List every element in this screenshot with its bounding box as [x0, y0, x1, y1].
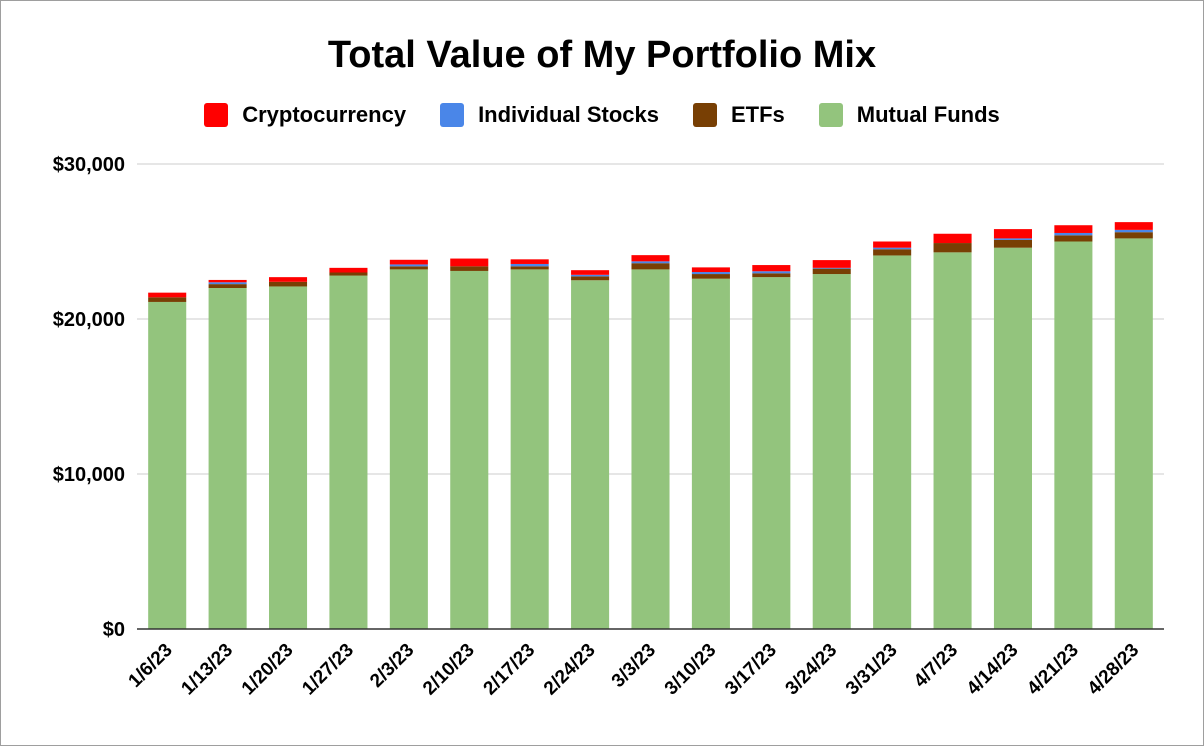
legend-label-etfs: ETFs: [731, 102, 785, 127]
bar-segment-individual-stocks: [208, 282, 247, 285]
bar-segment-mutual-funds: [329, 275, 368, 629]
x-tick-label: 1/20/23: [238, 640, 298, 700]
bar-segment-individual-stocks: [389, 264, 428, 267]
y-tick-label: $10,000: [53, 464, 125, 486]
y-tick-label: $30,000: [53, 154, 125, 176]
bar-segment-individual-stocks: [752, 271, 791, 274]
bar-segment-etfs: [208, 284, 247, 288]
legend-swatch-individual-stocks: [440, 103, 465, 127]
bar-segment-etfs: [873, 249, 912, 256]
x-tick-label: 1/13/23: [177, 640, 237, 700]
bar-segment-mutual-funds: [752, 277, 791, 629]
bar-segment-cryptocurrency: [631, 255, 670, 262]
bar-segment-cryptocurrency: [208, 279, 247, 283]
bar-segment-individual-stocks: [1054, 232, 1093, 236]
legend-swatch-etfs: [693, 103, 717, 127]
bar-segment-mutual-funds: [1054, 241, 1093, 629]
bar-segment-mutual-funds: [873, 255, 912, 629]
bar-segment-etfs: [631, 263, 670, 270]
bar-segment-etfs: [389, 266, 428, 270]
bar-segment-cryptocurrency: [450, 258, 489, 267]
x-tick-label: 3/10/23: [661, 640, 721, 700]
bar-segment-cryptocurrency: [993, 229, 1033, 239]
bar-segment-individual-stocks: [1114, 229, 1153, 233]
bar-segment-cryptocurrency: [691, 267, 730, 273]
bar-segment-individual-stocks: [691, 272, 730, 275]
legend-item-individual-stocks: Individual Stocks: [440, 102, 659, 128]
bar-segment-mutual-funds: [389, 269, 428, 629]
bar-segment-etfs: [148, 297, 187, 302]
legend-label-mutual-funds: Mutual Funds: [856, 102, 1000, 127]
legend-label-cryptocurrency: Cryptocurrency: [242, 102, 407, 127]
bar-segment-individual-stocks: [631, 261, 670, 264]
chart-legend: Cryptocurrency Individual Stocks ETFs Mu…: [0, 102, 1204, 128]
legend-item-cryptocurrency: Cryptocurrency: [204, 102, 406, 128]
bar-segment-etfs: [268, 281, 308, 287]
bar-segment-cryptocurrency: [329, 267, 368, 273]
bar-segment-mutual-funds: [571, 280, 610, 629]
bar-segment-cryptocurrency: [571, 270, 610, 275]
bar-segment-individual-stocks: [993, 238, 1033, 240]
bar-segment-mutual-funds: [268, 286, 308, 629]
bar-segment-individual-stocks: [571, 274, 610, 277]
bar-segment-cryptocurrency: [148, 292, 187, 298]
x-tick-label: 4/28/23: [1084, 640, 1144, 700]
x-tick-label: 2/10/23: [419, 640, 479, 700]
bar-segment-mutual-funds: [208, 288, 247, 629]
x-tick-label: 3/24/23: [782, 640, 842, 700]
bar-segment-mutual-funds: [510, 269, 549, 629]
bar-segment-cryptocurrency: [812, 260, 851, 268]
bar-segment-individual-stocks: [812, 267, 851, 269]
bar-segment-cryptocurrency: [1054, 225, 1093, 233]
x-tick-label: 1/6/23: [125, 640, 177, 692]
bar-segment-mutual-funds: [148, 301, 187, 629]
bar-segment-mutual-funds: [993, 247, 1033, 629]
x-tick-label: 2/3/23: [366, 640, 418, 692]
bar-segment-cryptocurrency: [510, 259, 549, 264]
x-tick-label: 3/3/23: [608, 640, 660, 692]
bar-segment-cryptocurrency: [268, 277, 308, 282]
bar-segment-mutual-funds: [691, 278, 730, 629]
bar-segment-cryptocurrency: [873, 241, 912, 248]
bar-segment-etfs: [752, 273, 791, 278]
bar-segment-etfs: [571, 276, 610, 281]
legend-label-individual-stocks: Individual Stocks: [478, 102, 659, 127]
bar-segment-etfs: [510, 266, 549, 270]
bar-segment-mutual-funds: [812, 274, 851, 629]
x-tick-label: 3/17/23: [721, 640, 781, 700]
bar-segment-etfs: [812, 268, 851, 275]
chart-title: Total Value of My Portfolio Mix: [327, 34, 877, 76]
bar-segment-cryptocurrency: [389, 259, 428, 265]
bar-segment-etfs: [450, 266, 489, 271]
bar-segment-etfs: [691, 274, 730, 279]
bar-segment-individual-stocks: [873, 247, 912, 250]
bar-segment-etfs: [1054, 235, 1093, 242]
legend-swatch-cryptocurrency: [204, 103, 229, 127]
y-tick-label: $20,000: [53, 309, 125, 331]
bar-segment-mutual-funds: [450, 270, 489, 629]
x-tick-label: 4/7/23: [910, 640, 962, 692]
bar-segment-cryptocurrency: [752, 265, 791, 272]
x-tick-label: 1/27/23: [298, 640, 358, 700]
y-tick-label: $0: [103, 619, 125, 641]
x-tick-label: 3/31/23: [842, 640, 902, 700]
bar-segment-cryptocurrency: [933, 233, 972, 244]
bar-segment-cryptocurrency: [1114, 222, 1153, 230]
x-tick-label: 2/24/23: [540, 640, 600, 700]
x-tick-label: 4/14/23: [963, 640, 1023, 700]
bar-segment-etfs: [1114, 232, 1153, 239]
bar-segment-etfs: [933, 243, 972, 253]
x-tick-label: 2/17/23: [480, 640, 540, 700]
legend-swatch-mutual-funds: [818, 103, 843, 127]
x-tick-label: 4/21/23: [1023, 640, 1083, 700]
bar-segment-individual-stocks: [510, 263, 549, 267]
bar-segment-etfs: [993, 239, 1033, 248]
bar-segment-mutual-funds: [1114, 238, 1153, 629]
legend-item-etfs: ETFs: [693, 102, 785, 128]
bar-segment-mutual-funds: [631, 269, 670, 629]
bar-segment-etfs: [329, 272, 368, 276]
bar-segment-mutual-funds: [933, 252, 972, 629]
legend-item-mutual-funds: Mutual Funds: [818, 102, 1000, 128]
